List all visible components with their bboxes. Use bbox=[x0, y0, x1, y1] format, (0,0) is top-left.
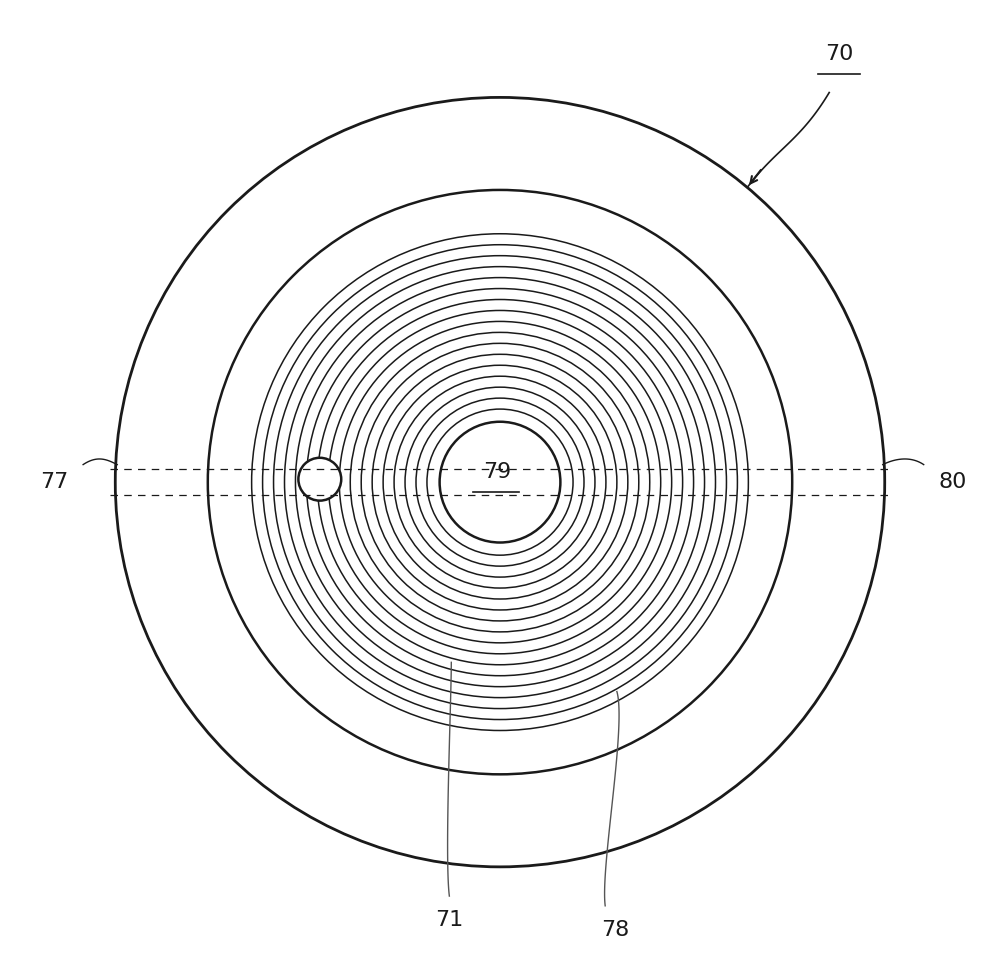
Text: 78: 78 bbox=[601, 920, 629, 940]
Circle shape bbox=[298, 458, 341, 501]
Text: 80: 80 bbox=[939, 472, 967, 492]
Text: 70: 70 bbox=[825, 44, 853, 63]
Text: 77: 77 bbox=[40, 472, 68, 492]
Circle shape bbox=[440, 422, 560, 543]
Text: 79: 79 bbox=[483, 463, 511, 482]
Text: 71: 71 bbox=[435, 911, 463, 930]
